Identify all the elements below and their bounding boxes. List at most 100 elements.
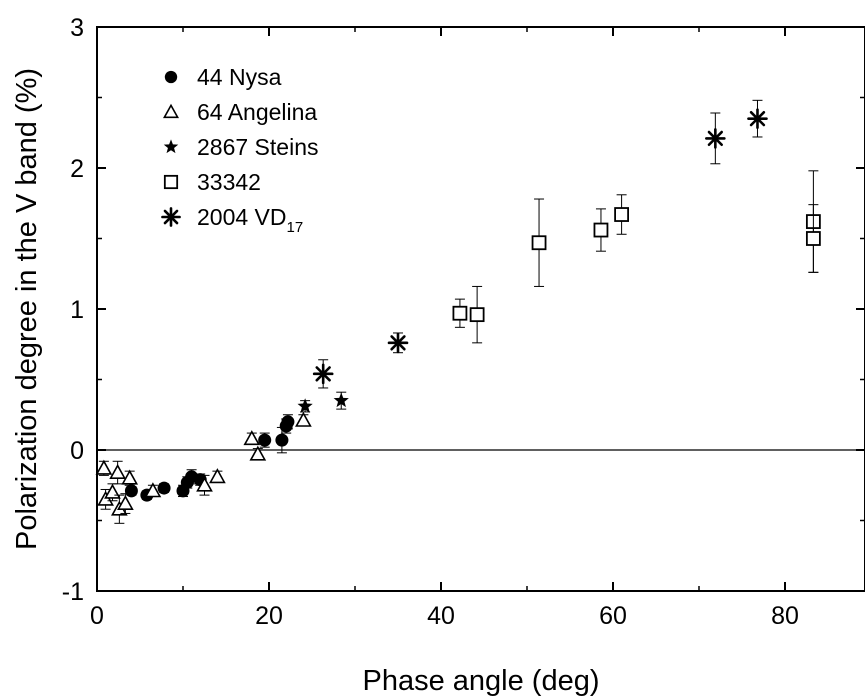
marker-asterisk: [387, 332, 409, 354]
legend-label: 2004 VD17: [197, 204, 303, 236]
legend: 44 Nysa 64 Angelina 2867 Steins 33342 2004 V…: [161, 64, 318, 236]
data-point: [95, 459, 113, 476]
marker-open-square: [805, 231, 821, 246]
data-point: [705, 112, 726, 165]
x-tick-label: 60: [599, 602, 627, 630]
legend-item: 33342: [163, 169, 261, 195]
data-point: [452, 298, 468, 328]
marker-filled-circle: [164, 70, 178, 84]
marker-filled-circle: [281, 415, 295, 429]
data-point: [531, 198, 547, 287]
data-point: [249, 445, 267, 461]
marker-open-square: [469, 307, 485, 323]
legend-label-subscript: 17: [287, 219, 304, 236]
data-point: [196, 474, 213, 496]
data-point: [243, 430, 261, 446]
data-point: [281, 414, 295, 430]
marker-open-triangle: [162, 103, 180, 119]
legend-label: 44 Nysa: [197, 64, 282, 90]
marker-filled-star: [163, 139, 179, 154]
x-tick-label: 40: [427, 602, 455, 630]
legend-label-text: 64 Angelina: [197, 99, 317, 125]
series-asterisk: [312, 99, 768, 389]
data-point: [297, 398, 313, 413]
data-point: [117, 493, 134, 514]
data-point: [104, 483, 121, 502]
data-point: [209, 468, 226, 484]
legend-item: 2004 VD17: [161, 204, 303, 236]
marker-open-square: [531, 235, 547, 251]
marker-filled-circle: [275, 433, 289, 447]
asterisk-stroke: [315, 366, 331, 382]
marker-open-triangle: [109, 463, 126, 479]
y-tick-label: 1: [70, 296, 84, 324]
data-point: [387, 332, 409, 354]
legend-label: 33342: [197, 169, 261, 195]
marker-open-triangle: [117, 494, 134, 510]
data-point: [144, 482, 162, 498]
marker-asterisk: [312, 363, 334, 385]
legend-label-text: 33342: [197, 169, 261, 195]
marker-asterisk: [747, 108, 768, 129]
y-axis-title: Polarization degree in the V band (%): [11, 68, 43, 550]
marker-filled-star: [333, 392, 349, 408]
x-tick-label: 0: [90, 602, 104, 630]
data-point: [593, 208, 609, 252]
legend-label-text: 2867 Steins: [197, 134, 318, 160]
data-point: [109, 460, 126, 485]
legend-label: 64 Angelina: [197, 99, 317, 125]
marker-filled-circle: [258, 433, 272, 447]
y-tick-label: 2: [70, 155, 84, 183]
series-filled-star: [297, 391, 349, 413]
data-point: [258, 432, 272, 448]
y-tick-label: 0: [70, 437, 84, 465]
marker-asterisk: [705, 128, 726, 149]
legend-item: 2867 Steins: [163, 134, 318, 160]
series-open-triangle: [95, 411, 312, 524]
marker-open-triangle: [121, 469, 139, 485]
y-tick-label: -1: [62, 578, 84, 606]
data-point: [121, 469, 139, 486]
data-point: [312, 359, 334, 389]
data-point: [469, 285, 485, 344]
marker-open-triangle: [243, 430, 261, 446]
data-point: [295, 411, 312, 427]
marker-open-triangle: [249, 445, 267, 461]
asterisk-stroke: [163, 209, 179, 225]
y-tick-label: 3: [70, 14, 84, 42]
marker-open-square: [452, 305, 468, 321]
marker-open-square: [593, 222, 609, 238]
marker-filled-circle: [124, 484, 138, 498]
marker-open-triangle: [144, 482, 162, 498]
data-points: [95, 99, 821, 524]
x-axis-title: Phase angle (deg): [363, 665, 600, 697]
data-point: [614, 194, 629, 235]
marker-asterisk: [161, 207, 181, 227]
data-point: [124, 484, 138, 498]
legend-label-text: 44 Nysa: [197, 64, 282, 90]
marker-filled-circle: [157, 481, 171, 495]
marker-open-triangle: [95, 459, 113, 475]
legend-item: 44 Nysa: [164, 64, 282, 90]
legend-label: 2867 Steins: [197, 134, 318, 160]
asterisk-stroke: [749, 110, 766, 127]
x-tick-label: 20: [255, 602, 283, 630]
marker-open-triangle: [104, 483, 121, 499]
series-open-square: [452, 170, 821, 344]
marker-open-triangle: [295, 411, 312, 427]
data-point: [333, 391, 349, 410]
marker-filled-star: [297, 398, 313, 413]
asterisk-stroke: [707, 130, 724, 147]
marker-open-square: [614, 207, 629, 222]
legend-item: 64 Angelina: [162, 99, 317, 125]
x-tick-label: 80: [771, 602, 799, 630]
marker-open-triangle: [209, 468, 226, 484]
marker-open-triangle: [196, 476, 213, 492]
asterisk-stroke: [390, 335, 406, 351]
legend-label-text: 2004 VD: [197, 204, 287, 230]
data-point: [157, 481, 171, 495]
series-filled-circle: [124, 414, 295, 502]
marker-open-square: [163, 174, 179, 190]
